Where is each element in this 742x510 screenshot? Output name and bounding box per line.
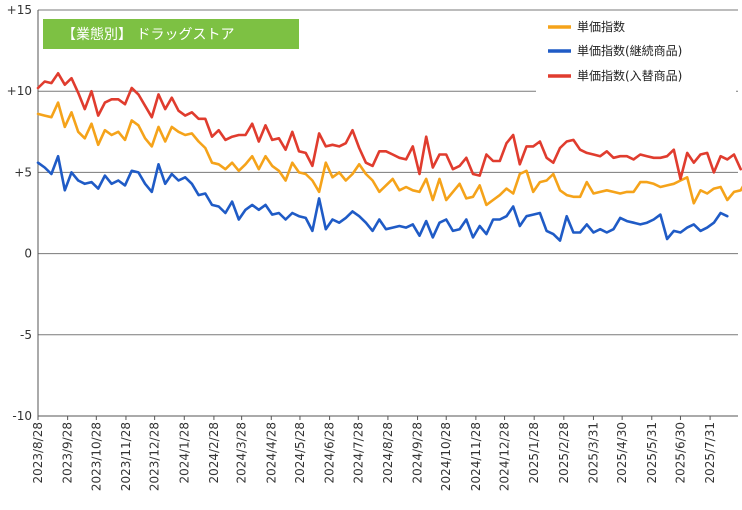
x-tick-label: 2024/8/28	[381, 422, 395, 484]
x-tick-label: 2025/3/31	[586, 422, 600, 484]
title-background	[43, 19, 299, 49]
x-tick-label: 2023/12/28	[148, 422, 162, 491]
x-tick-label: 2024/10/28	[439, 422, 453, 491]
y-axis: +15 +10 +5 0 -5 -10	[7, 3, 39, 423]
x-tick-label: 2023/10/28	[89, 422, 103, 491]
x-tick-label: 2024/4/28	[264, 422, 278, 484]
legend: 単価指数 単価指数(継続商品) 単価指数(入替商品)	[536, 12, 736, 94]
y-tick-label: +10	[7, 84, 32, 98]
series-lines	[36, 72, 742, 242]
series-line-0	[36, 101, 742, 207]
y-tick-label: -5	[20, 328, 32, 342]
x-tick-label: 2024/1/28	[177, 422, 191, 484]
x-tick-label: 2023/9/28	[61, 422, 75, 484]
x-tick-label: 2024/2/28	[207, 422, 221, 484]
x-tick-label: 2025/6/30	[673, 422, 687, 484]
legend-label-1: 単価指数(継続商品)	[577, 43, 682, 58]
y-tick-label: +5	[14, 165, 32, 179]
x-axis: 2023/8/28 2023/9/28 2023/10/28 2023/11/28 20…	[31, 416, 717, 491]
y-tick-label: -10	[12, 409, 32, 423]
y-tick-label: +15	[7, 3, 32, 17]
x-tick-label: 2024/5/28	[293, 422, 307, 484]
x-tick-label: 2025/1/28	[527, 422, 541, 484]
x-tick-label: 2025/7/31	[703, 422, 717, 484]
series-line-2	[36, 72, 742, 181]
x-tick-label: 2025/4/30	[615, 422, 629, 484]
chart-title-box: 【業態別】 ドラッグストア	[43, 19, 299, 49]
x-tick-label: 2024/6/28	[323, 422, 337, 484]
x-tick-label: 2023/11/28	[119, 422, 133, 491]
y-tick-label: 0	[24, 247, 32, 261]
chart-title: 【業態別】 ドラッグストア	[62, 27, 234, 43]
x-tick-label: 2024/7/28	[351, 422, 365, 484]
x-tick-label: 2023/8/28	[31, 422, 45, 484]
x-tick-label: 2024/3/28	[235, 422, 249, 484]
legend-label-2: 単価指数(入替商品)	[577, 68, 682, 83]
x-tick-label: 2024/9/28	[411, 422, 425, 484]
x-tick-label: 2025/5/31	[645, 422, 659, 484]
series-line-1	[36, 154, 729, 242]
x-tick-label: 2025/2/28	[557, 422, 571, 484]
x-tick-label: 2024/12/28	[498, 422, 512, 491]
x-tick-label: 2024/11/28	[469, 422, 483, 491]
legend-label-0: 単価指数	[577, 19, 625, 34]
